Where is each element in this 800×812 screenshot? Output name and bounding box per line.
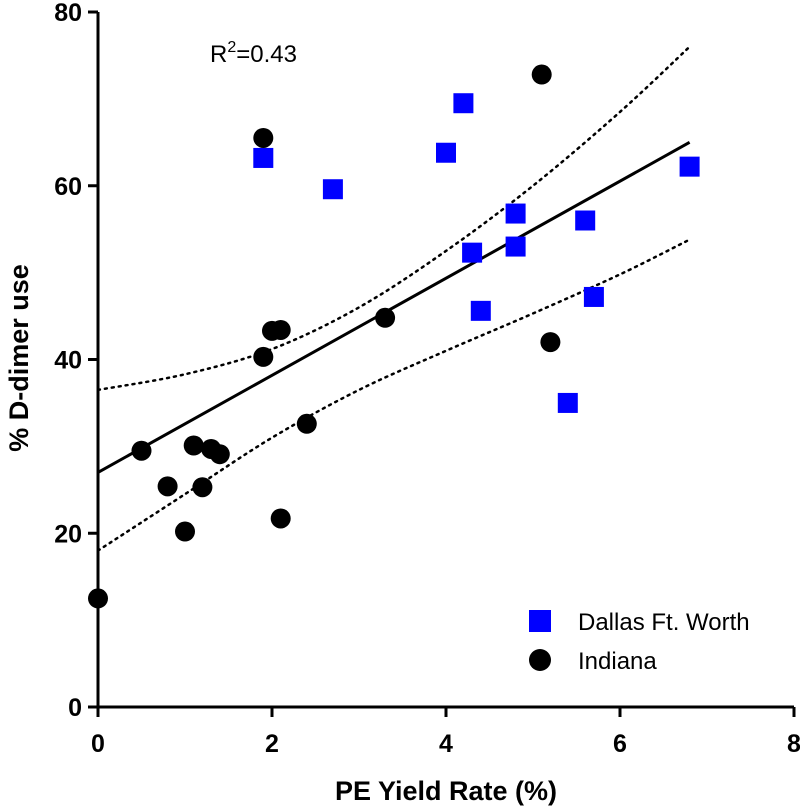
r-squared-annotation: R2=0.43 — [210, 39, 297, 68]
x-tick-label: 8 — [787, 730, 800, 758]
y-axis-title: % D-dimer use — [4, 264, 34, 452]
data-point-indiana — [131, 440, 152, 461]
upper-confidence-curve — [96, 45, 691, 392]
data-point-dallas — [505, 236, 526, 257]
x-tick-label: 0 — [91, 730, 105, 758]
data-point-dallas — [453, 93, 474, 114]
x-tick-label: 4 — [439, 730, 453, 758]
data-point-dallas — [557, 392, 578, 413]
data-point-dallas — [462, 242, 483, 263]
legend-label: Indiana — [578, 648, 657, 675]
data-point-indiana — [270, 319, 291, 340]
legend-marker-dallas — [529, 610, 551, 632]
legend-label: Dallas Ft. Worth — [578, 609, 750, 636]
data-point-indiana — [175, 521, 195, 542]
axes: 0 20 40 60 80 0 2 4 6 8 — [54, 0, 800, 758]
data-point-indiana — [540, 332, 561, 353]
data-point-dallas — [679, 156, 700, 177]
plot-area — [88, 45, 700, 609]
legend: Dallas Ft. Worth Indiana — [529, 609, 750, 675]
legend-marker-indiana — [529, 649, 551, 671]
data-point-dallas — [470, 300, 491, 321]
data-point-indiana — [183, 435, 204, 456]
data-point-dallas — [583, 286, 604, 307]
data-point-indiana — [531, 64, 552, 85]
data-point-dallas — [253, 147, 274, 168]
data-point-indiana — [253, 346, 274, 367]
data-point-indiana — [253, 127, 274, 148]
data-point-dallas — [322, 179, 343, 200]
x-tick-label: 6 — [613, 730, 627, 758]
y-tick-label: 80 — [54, 0, 82, 27]
r-squared-value: =0.43 — [236, 41, 297, 68]
data-point-dallas — [436, 142, 456, 163]
y-tick-label: 0 — [68, 694, 82, 722]
r-squared-base: R — [210, 41, 227, 68]
y-tick-label: 40 — [54, 347, 82, 375]
data-point-dallas — [575, 210, 596, 231]
data-point-indiana — [375, 307, 396, 328]
data-point-dallas — [505, 203, 526, 224]
x-axis-title: PE Yield Rate (%) — [335, 776, 557, 806]
y-tick-label: 20 — [54, 520, 82, 548]
y-tick-label: 60 — [54, 173, 82, 201]
data-point-indiana — [192, 477, 213, 498]
data-point-indiana — [209, 444, 230, 465]
x-tick-label: 2 — [265, 730, 279, 758]
r-squared-superscript: 2 — [227, 39, 236, 56]
data-point-indiana — [296, 413, 317, 434]
data-point-indiana — [157, 476, 178, 497]
lower-confidence-curve — [96, 238, 691, 552]
regression-line — [97, 141, 691, 474]
data-point-indiana — [270, 508, 291, 529]
